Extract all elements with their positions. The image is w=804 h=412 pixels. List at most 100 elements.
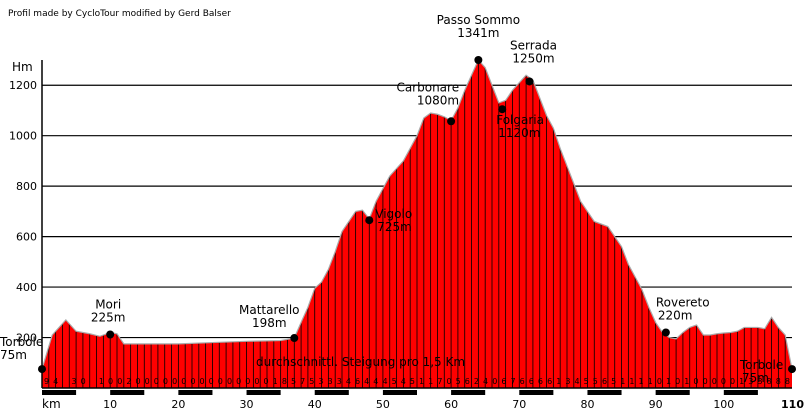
y-tick-label: 1200 (9, 79, 37, 92)
waypoint-marker (365, 216, 374, 225)
x-axis-label: km (42, 397, 61, 411)
grade-label: 7 (510, 377, 515, 386)
grade-label: 1 (99, 377, 104, 386)
grade-label: 5 (309, 377, 314, 386)
waypoint-marker (474, 56, 483, 64)
grade-label: 3 (565, 377, 570, 386)
y-tick-labels: 200 400 600 800 1000 1200 (9, 79, 37, 344)
grade-label: 9 (44, 377, 49, 386)
grade-label: 0 (721, 377, 726, 386)
grade-label: 0 (135, 377, 140, 386)
distance-scale-segment (246, 390, 281, 395)
grade-label: 2 (474, 377, 479, 386)
grade-label: 0 (492, 377, 497, 386)
grade-label: 5 (611, 377, 616, 386)
waypoint-elevation: 225m (91, 311, 126, 325)
grade-label: 1 (684, 377, 689, 386)
grade-label: 0 (145, 377, 150, 386)
grade-label: 6 (501, 377, 506, 386)
grade-label: 4 (346, 377, 351, 386)
grade-label: 5 (291, 377, 296, 386)
grade-label: 4 (483, 377, 488, 386)
distance-scale-segment (314, 390, 349, 395)
waypoint-marker (106, 330, 115, 339)
x-tick-label: 30 (240, 398, 254, 411)
waypoint-name: Mori (95, 298, 121, 312)
x-tick-label: 20 (171, 398, 185, 411)
grade-label: 3 (757, 377, 762, 386)
grade-label: 6 (355, 377, 360, 386)
waypoint-marker (661, 328, 670, 337)
distance-scale-segment (723, 390, 758, 395)
distance-scale-segment (42, 390, 77, 395)
waypoint-marker (447, 117, 456, 126)
chart-credit: Profil made by CycloTour modified by Ger… (8, 9, 231, 19)
grade-label: 7 (437, 377, 442, 386)
grade-label: 3 (337, 377, 342, 386)
grade-label: 0 (218, 377, 223, 386)
distance-scale-segment (451, 390, 486, 395)
grade-label: 6 (547, 377, 552, 386)
grade-label: 0 (117, 377, 122, 386)
y-tick-label: 200 (16, 332, 37, 345)
x-tick-label: 50 (376, 398, 390, 411)
waypoints: Torbole75mMori225mMattarello198mVigolo72… (0, 13, 796, 385)
y-tick-label: 800 (16, 180, 37, 193)
x-tick-label: 10 (103, 398, 117, 411)
waypoint-name: Carbonare (396, 80, 459, 94)
grade-label: 0 (712, 377, 717, 386)
x-tick-label: 100 (713, 398, 734, 411)
grade-label: 0 (693, 377, 698, 386)
x-tick-label: 60 (444, 398, 458, 411)
distance-scale-segment (519, 390, 554, 395)
grade-caption: durchschnittl. Steigung pro 1,5 Km (256, 355, 465, 369)
waypoint-name: Passo Sommo (437, 13, 520, 27)
waypoint-elevation: 1080m (417, 93, 459, 107)
grade-label: 1 (629, 377, 634, 386)
km-bar-lines (48, 60, 786, 388)
grade-label: 8 (767, 377, 772, 386)
waypoint-elevation: 75m (0, 348, 27, 362)
grade-label: 0 (236, 377, 241, 386)
grade-label: 0 (227, 377, 232, 386)
waypoint-name: Rovereto (656, 295, 710, 309)
waypoint-name: Mattarello (239, 303, 300, 317)
waypoint-marker (38, 365, 46, 374)
grade-label: 0 (703, 377, 708, 386)
grade-label: 5 (392, 377, 397, 386)
grade-label: 5 (456, 377, 461, 386)
waypoint-name: Torbole (739, 358, 783, 372)
grade-label: 0 (446, 377, 451, 386)
y-axis-label: Hm (12, 60, 33, 74)
grade-label: 1 (639, 377, 644, 386)
grade-label: 0 (163, 377, 168, 386)
distance-scale-segment (382, 390, 417, 395)
grade-label: 2 (126, 377, 131, 386)
waypoint-elevation: 1341m (457, 26, 499, 40)
grade-label: 1 (666, 377, 671, 386)
x-tick-label: 40 (308, 398, 322, 411)
grade-label: 4 (382, 377, 387, 386)
waypoint-elevation: 725m (377, 220, 412, 234)
grade-label: 0 (730, 377, 735, 386)
waypoint-elevation: 220m (658, 308, 693, 322)
y-tick-label: 1000 (9, 130, 37, 143)
x-tick-labels: 10 20 30 40 50 60 70 80 90 100 110 (103, 398, 804, 411)
grade-label: 8 (785, 377, 790, 386)
y-tick-label: 600 (16, 231, 37, 244)
grade-label: 0 (190, 377, 195, 386)
grade-label: 0 (172, 377, 177, 386)
axes (41, 60, 792, 395)
grade-label: 0 (200, 377, 205, 386)
y-tick-label: 400 (16, 281, 37, 294)
waypoint-name: Serrada (510, 38, 557, 52)
grade-label: 1 (419, 377, 424, 386)
waypoint-elevation: 75m (742, 371, 769, 385)
grade-label: 4 (401, 377, 406, 386)
grade-label: 6 (465, 377, 470, 386)
grade-label: 1 (556, 377, 561, 386)
grade-label: 1 (739, 377, 744, 386)
grade-label: 0 (209, 377, 214, 386)
